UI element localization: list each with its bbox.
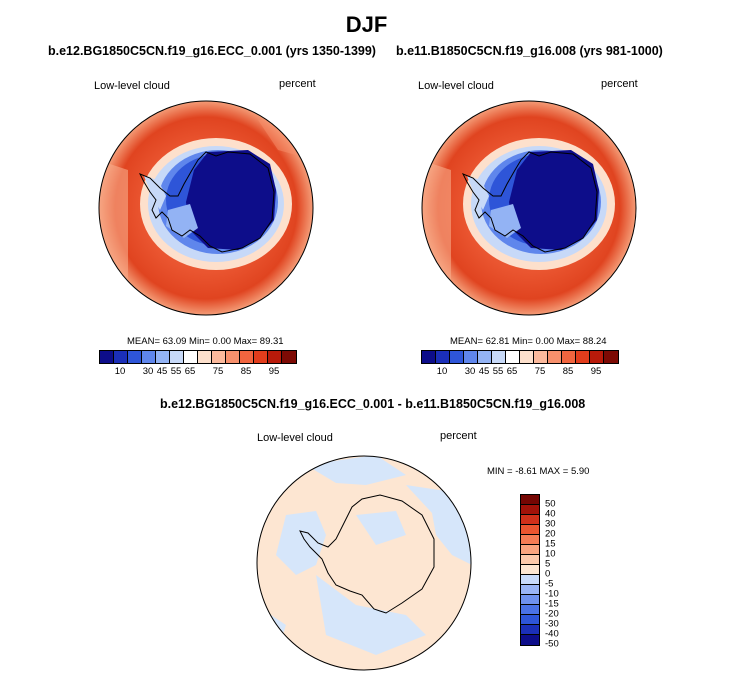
panel2-units-label: percent (601, 78, 638, 90)
colorbar-swatch (170, 351, 184, 363)
colorbar-swatch (521, 535, 539, 545)
colorbar-swatch (506, 351, 520, 363)
colorbar-swatch (534, 351, 548, 363)
colorbar-tick-label: 95 (590, 366, 602, 377)
diff-stats: MIN = -8.61 MAX = 5.90 (487, 466, 590, 477)
colorbar-tick-label: 40 (545, 508, 556, 520)
colorbar-tick-label: 45 (478, 366, 490, 377)
colorbar-swatch (521, 615, 539, 625)
colorbar-swatch (282, 351, 296, 363)
colorbar-tick-label: 20 (545, 528, 556, 540)
colorbar-swatch (521, 515, 539, 525)
colorbar-swatch (268, 351, 282, 363)
colorbar-swatch (464, 351, 478, 363)
colorbar-tick-label: -40 (545, 628, 559, 640)
colorbar-swatch (184, 351, 198, 363)
colorbar-swatch (521, 625, 539, 635)
colorbar-swatch (478, 351, 492, 363)
colorbar-swatch (576, 351, 590, 363)
colorbar-swatch (521, 565, 539, 575)
colorbar-swatch (198, 351, 212, 363)
colorbar-swatch (520, 351, 534, 363)
colorbar-tick-label: 10 (545, 548, 556, 560)
colorbar-swatch (590, 351, 604, 363)
diff-colorbar (520, 494, 540, 646)
colorbar-swatch (142, 351, 156, 363)
colorbar-swatch (450, 351, 464, 363)
diff-polar-map (256, 455, 472, 671)
colorbar-tick-label: 10 (114, 366, 126, 377)
colorbar-swatch (521, 605, 539, 615)
colorbar-tick-label: 5 (545, 558, 551, 570)
colorbar-tick-label: 75 (534, 366, 546, 377)
panel1-case-title: b.e12.BG1850C5CN.f19_g16.ECC_0.001 (yrs … (48, 44, 376, 58)
colorbar-tick-label: 85 (240, 366, 252, 377)
colorbar-tick-label: 85 (562, 366, 574, 377)
colorbar-swatch (521, 525, 539, 535)
panel2-variable-label: Low-level cloud (418, 80, 494, 92)
colorbar-tick-label: 45 (156, 366, 168, 377)
colorbar-tick-label: 50 (545, 498, 556, 510)
panel1-stats: MEAN= 63.09 Min= 0.00 Max= 89.31 (127, 336, 284, 347)
colorbar-tick-label: -10 (545, 588, 559, 600)
page-title: DJF (345, 12, 388, 37)
colorbar-swatch (604, 351, 618, 363)
colorbar-tick-label: 30 (464, 366, 476, 377)
colorbar-swatch (521, 585, 539, 595)
colorbar-swatch (240, 351, 254, 363)
colorbar-swatch (100, 351, 114, 363)
colorbar-tick-label: 75 (212, 366, 224, 377)
colorbar-swatch (521, 575, 539, 585)
colorbar-swatch (521, 555, 539, 565)
colorbar-swatch (521, 635, 539, 645)
colorbar-tick-label: -15 (545, 598, 559, 610)
colorbar-swatch (521, 495, 539, 505)
panel1-polar-map (98, 100, 314, 316)
colorbar-swatch (521, 595, 539, 605)
panel2-colorbar (421, 350, 619, 364)
colorbar-tick-label: 95 (268, 366, 280, 377)
colorbar-tick-label: 55 (170, 366, 182, 377)
colorbar-swatch (548, 351, 562, 363)
colorbar-tick-label: -30 (545, 618, 559, 630)
colorbar-tick-label: 30 (142, 366, 154, 377)
colorbar-swatch (156, 351, 170, 363)
colorbar-tick-label: 65 (506, 366, 518, 377)
colorbar-swatch (212, 351, 226, 363)
colorbar-swatch (436, 351, 450, 363)
colorbar-tick-label: 55 (492, 366, 504, 377)
colorbar-tick-label: 0 (545, 568, 551, 580)
panel2-stats: MEAN= 62.81 Min= 0.00 Max= 88.24 (450, 336, 607, 347)
colorbar-tick-label: -20 (545, 608, 559, 620)
panel2-case-title: b.e11.B1850C5CN.f19_g16.008 (yrs 981-100… (396, 44, 663, 58)
colorbar-swatch (128, 351, 142, 363)
panel1-variable-label: Low-level cloud (94, 80, 170, 92)
colorbar-swatch (492, 351, 506, 363)
colorbar-tick-label: -50 (545, 638, 559, 650)
colorbar-swatch (562, 351, 576, 363)
colorbar-tick-label: 30 (545, 518, 556, 530)
diff-variable-label: Low-level cloud (257, 432, 333, 444)
colorbar-swatch (422, 351, 436, 363)
colorbar-swatch (114, 351, 128, 363)
colorbar-tick-label: 15 (545, 538, 556, 550)
colorbar-tick-label: 65 (184, 366, 196, 377)
panel1-colorbar (99, 350, 297, 364)
colorbar-tick-label: 10 (436, 366, 448, 377)
colorbar-swatch (226, 351, 240, 363)
colorbar-swatch (254, 351, 268, 363)
colorbar-swatch (521, 545, 539, 555)
panel1-units-label: percent (279, 78, 316, 90)
panel2-polar-map (421, 100, 637, 316)
colorbar-tick-label: -5 (545, 578, 554, 590)
diff-units-label: percent (440, 430, 477, 442)
colorbar-swatch (521, 505, 539, 515)
diff-case-title: b.e12.BG1850C5CN.f19_g16.ECC_0.001 - b.e… (160, 397, 586, 411)
